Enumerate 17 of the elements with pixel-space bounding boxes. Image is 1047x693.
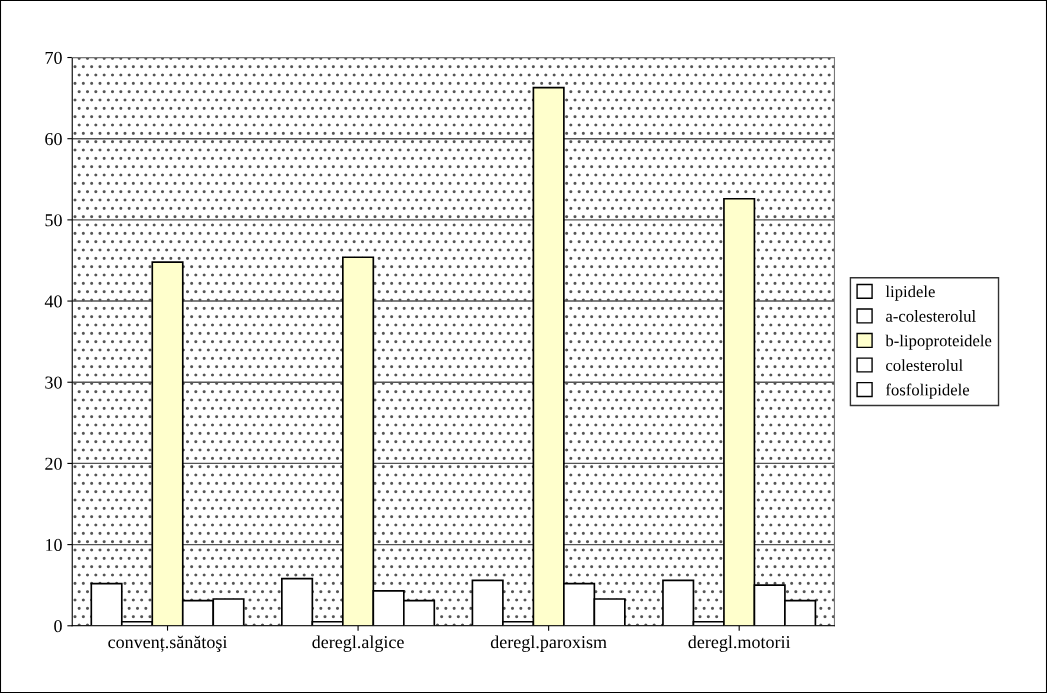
legend-label: fosfolipidele xyxy=(885,383,970,399)
x-tick-label: deregl.algice xyxy=(312,635,404,652)
x-tick-label: convenț.sănătoşi xyxy=(108,635,228,652)
y-tick-label: 40 xyxy=(44,295,62,308)
y-tick-label: 60 xyxy=(45,132,62,146)
legend-label: b-lipoproteidele xyxy=(885,334,992,350)
y-tick-label: 20 xyxy=(45,457,62,470)
legend-label: colesterolul xyxy=(886,359,963,371)
y-tick-label: 50 xyxy=(45,214,62,227)
y-tick-label: 10 xyxy=(46,538,62,552)
x-tick-label: deregl.paroxism xyxy=(490,635,607,652)
y-tick-label: 0 xyxy=(54,620,62,633)
y-tick-label: 70 xyxy=(45,51,62,64)
y-tick-label: 30 xyxy=(45,376,62,389)
x-tick-label: deregl.motorii xyxy=(688,635,791,652)
legend-label: lipidele xyxy=(885,285,935,301)
legend-label: a-colesterolul xyxy=(886,310,976,322)
